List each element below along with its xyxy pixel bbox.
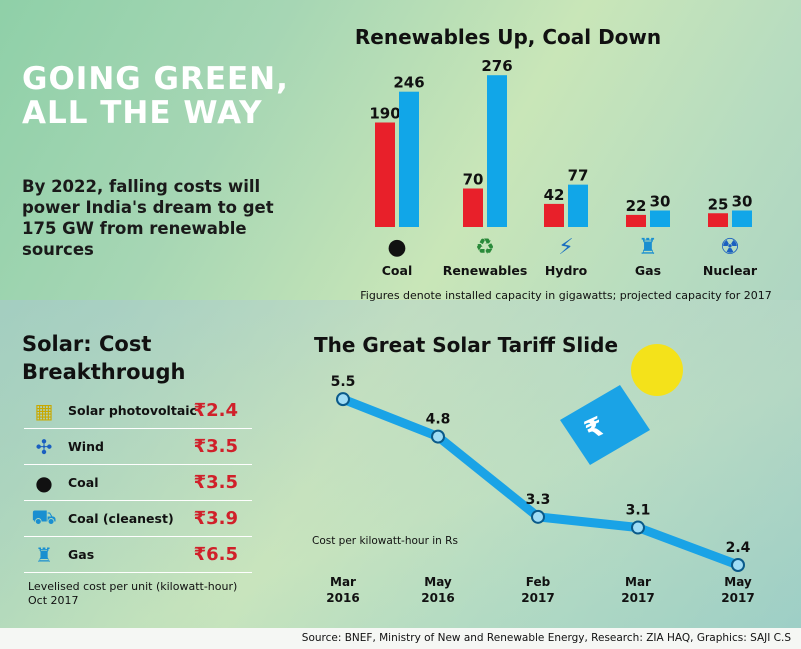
bar-chart-title: Renewables Up, Coal Down [355, 25, 661, 49]
tariff-point [336, 392, 350, 407]
price-tag-icon: ₹ [560, 344, 683, 465]
x-tick-year: 2017 [721, 591, 754, 605]
bar-hydro-0 [544, 203, 564, 227]
bar-renewables-0 [463, 188, 483, 227]
bar-value-label: 30 [650, 193, 671, 211]
tariff-point [631, 520, 645, 535]
line-chart-ylabel: Cost per kilowatt-hour in Rs [312, 535, 458, 547]
bar-gas-0 [626, 214, 646, 227]
bar-value-label: 276 [481, 57, 512, 75]
charts: Renewables Up, Coal Down 190 246 ● Coal 70 27… [312, 25, 772, 605]
x-tick-month: Feb [526, 575, 551, 589]
tariff-value-label: 3.1 [626, 503, 651, 519]
bar-coal-0 [375, 122, 395, 227]
bar-value-label: 246 [393, 74, 424, 92]
bar-chart-note: Figures denote installed capacity in gig… [360, 289, 772, 302]
bar-value-label: 30 [732, 193, 753, 211]
recycle-icon: ♻ [475, 235, 495, 260]
bar-value-label: 77 [568, 167, 589, 185]
cost-row: ♜ Gas ₹6.5 [24, 537, 252, 573]
cost-value: ₹3.9 [193, 508, 238, 529]
cost-value: ₹6.5 [193, 544, 238, 565]
tariff-value-label: 5.5 [331, 374, 356, 390]
x-tick-month: Mar [330, 575, 356, 589]
cost-row: ● Coal ₹3.5 [24, 465, 252, 501]
cost-value: ₹3.5 [193, 436, 238, 457]
bar-category-label: Nuclear [703, 263, 758, 278]
cost-label: Wind [68, 439, 104, 454]
cost-note-unit: Levelised cost per unit (kilowatt-hour) [28, 580, 238, 593]
tariff-point [531, 509, 545, 524]
tariff-point [431, 429, 445, 444]
bar-nuclear-0 [708, 213, 728, 227]
cost-note: Levelised cost per unit (kilowatt-hour) … [28, 580, 237, 608]
cost-label: Gas [68, 547, 95, 562]
cost-label: Coal [68, 475, 99, 490]
coal-icon: ● [35, 470, 53, 495]
bar-renewables-1 [487, 75, 507, 227]
bar-value-label: 42 [544, 186, 565, 204]
x-tick-month: May [424, 575, 452, 589]
tariff-value-label: 2.4 [726, 540, 751, 556]
bar-coal-1 [399, 91, 419, 227]
solar-panel-icon: ▦ [34, 398, 54, 423]
bar-category-label: Hydro [545, 263, 588, 278]
cost-row: ▦ Solar photovoltaic ₹2.4 [24, 393, 252, 429]
gas-rig-icon: ♜ [35, 542, 53, 567]
bar-category-label: Coal [382, 263, 412, 278]
coal-icon: ● [387, 235, 406, 260]
cost-value: ₹3.5 [193, 472, 238, 493]
bar-hydro-1 [568, 184, 588, 227]
x-tick-month: May [724, 575, 752, 589]
source-line: Source: BNEF, Ministry of New and Renewa… [0, 628, 801, 649]
coal-plant-icon: ⛟ [31, 505, 57, 529]
wind-turbine-icon: ✣ [35, 434, 53, 459]
x-tick-year: 2016 [326, 591, 359, 605]
bar-nuclear-1 [732, 210, 752, 227]
bar-gas-1 [650, 210, 670, 227]
cost-section-title: Solar: Cost Breakthrough [22, 332, 186, 384]
cost-row: ✣ Wind ₹3.5 [24, 429, 252, 465]
bar-category-label: Renewables [443, 263, 528, 278]
cost-label: Solar photovoltaic [68, 403, 197, 418]
bar-value-label: 22 [626, 197, 647, 215]
cost-label: Coal (cleanest) [68, 511, 174, 526]
hydro-icon: ⚡ [558, 235, 573, 260]
subheadline: By 2022, falling costs will power India'… [22, 177, 274, 259]
cost-note-date: Oct 2017 [28, 594, 79, 607]
cost-row: ⛟ Coal (cleanest) ₹3.9 [24, 501, 252, 537]
tariff-point [731, 558, 745, 572]
tariff-value-label: 3.3 [526, 492, 551, 508]
bar-value-label: 25 [708, 195, 729, 213]
gas-rig-icon: ♜ [638, 235, 658, 260]
headline: GOING GREEN, ALL THE WAY [22, 61, 289, 131]
line-chart-title: The Great Solar Tariff Slide [314, 333, 618, 357]
bar-value-label: 70 [463, 171, 484, 189]
x-tick-year: 2016 [421, 591, 454, 605]
cost-value: ₹2.4 [193, 400, 238, 421]
bar-category-label: Gas [635, 263, 661, 278]
bar-value-label: 190 [369, 105, 400, 123]
tariff-value-label: 4.8 [426, 412, 451, 428]
x-tick-year: 2017 [521, 591, 554, 605]
x-tick-month: Mar [625, 575, 651, 589]
nuclear-plant-icon: ☢ [720, 235, 740, 260]
x-tick-year: 2017 [621, 591, 654, 605]
